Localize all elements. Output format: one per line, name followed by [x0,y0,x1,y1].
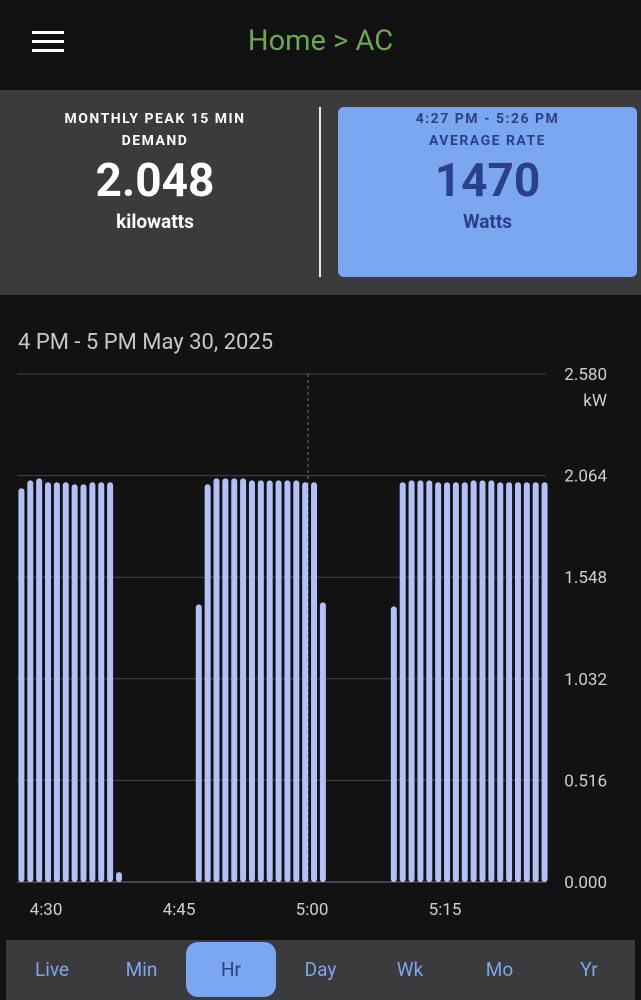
tab[interactable]: Mo [485,958,514,981]
bar [319,602,326,882]
bar [27,480,34,882]
header: Home > AC [0,0,641,90]
bar [45,482,52,882]
stat-label: AVERAGE RATE [428,133,547,149]
divider [319,107,321,277]
rate-card[interactable]: 4:27 PM - 5:26 PM AVERAGE RATE 1470 Watt… [338,107,637,277]
chart: kW 0.000 0.516 1.032 1.548 2.064 2.580 4:30 4:4… [17,365,607,920]
bar [435,482,442,882]
bar [470,480,477,882]
y-unit: kW [583,391,607,411]
bar [62,482,69,882]
bar [204,484,211,882]
y-tick-label: 0.516 [564,771,607,791]
menu-icon[interactable] [32,30,64,54]
stat-label: MONTHLY PEAK 15 MIN DEMAND [64,111,246,149]
tab[interactable]: Yr [580,958,598,981]
bar [390,606,397,882]
bar [293,480,300,882]
bar [115,872,122,882]
bar [488,480,495,882]
stat-value: 2.048 [95,154,215,208]
bar [311,482,318,882]
bar [107,482,114,882]
y-tick-label: 2.064 [564,467,607,487]
bar [71,484,78,882]
y-tick-label: 1.548 [564,568,607,588]
bar [18,488,25,882]
bar [98,482,105,882]
bar [497,482,504,882]
bar [248,480,255,882]
bar [408,480,415,882]
bar [461,482,468,882]
bar [36,478,43,882]
bar [532,482,539,882]
x-tick-label: 4:30 [30,900,63,920]
bar [302,482,309,882]
bar [222,478,229,882]
tab[interactable]: Wk [396,958,424,981]
bar [426,480,433,882]
peak-card: MONTHLY PEAK 15 MIN DEMAND 2.048 kilowat… [60,108,250,233]
bar [417,480,424,882]
tab[interactable]: Min [125,958,158,981]
stats-panel: MONTHLY PEAK 15 MIN DEMAND 2.048 kilowat… [0,90,641,295]
tab-bar: Live Min Hr Day Wk Mo Yr [6,940,635,1000]
x-tick-label: 5:00 [296,900,329,920]
tab[interactable]: Live [34,958,69,981]
bar [284,480,291,882]
page-title: Home > AC [247,24,394,58]
bar [479,480,486,882]
bar [240,478,247,882]
y-tick-label: 2.580 [564,365,607,385]
bar [399,482,406,882]
bar [213,478,220,882]
stat-range: 4:27 PM - 5:26 PM [415,111,560,127]
bar [444,482,451,882]
y-tick-label: 0.000 [564,873,607,893]
bar [53,482,60,882]
x-tick-label: 5:15 [429,900,462,920]
stat-value: 1470 [434,154,541,208]
bar [195,604,202,882]
bar [523,482,530,882]
tab[interactable]: Day [304,958,337,981]
chart-title: 4 PM - 5 PM May 30, 2025 [18,330,274,355]
bar [452,482,459,882]
tab[interactable]: Hr [186,942,276,997]
stat-unit: kilowatts [116,210,194,233]
bar [275,480,282,882]
x-tick-label: 4:45 [163,900,196,920]
bar [89,482,96,882]
stat-unit: Watts [462,210,513,233]
bar [266,480,273,882]
bar [514,482,521,882]
bar [80,484,87,882]
y-tick-label: 1.032 [564,670,607,690]
bar [231,478,238,882]
bar [506,482,513,882]
bar [541,482,548,882]
bar [257,480,264,882]
